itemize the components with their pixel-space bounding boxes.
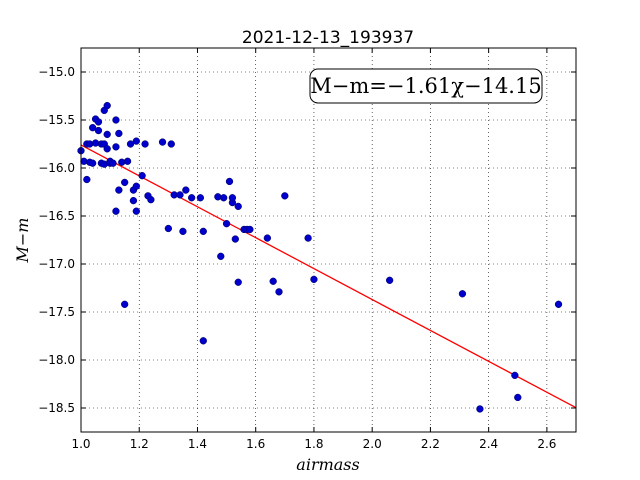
data-point <box>199 227 207 236</box>
y-tick-label: −17.5 <box>38 305 75 319</box>
data-point <box>275 288 283 296</box>
y-tick-label: −16.0 <box>38 161 75 175</box>
fit-line-group <box>80 144 577 409</box>
plot-area <box>81 48 576 432</box>
data-point <box>132 182 140 190</box>
data-point <box>83 175 91 184</box>
data-point <box>115 129 123 138</box>
y-tick-labels: −15.0 −15.5 −16.0 −16.5 −17.0 −17.5 −18.0 −18.5 <box>38 65 75 415</box>
data-point <box>187 194 196 202</box>
data-point <box>225 177 234 186</box>
data-point <box>182 186 190 194</box>
fit-line <box>80 144 577 409</box>
data-point <box>222 220 231 228</box>
data-point <box>88 124 97 132</box>
data-point <box>304 234 312 242</box>
x-tick-label: 2.4 <box>479 437 498 451</box>
data-point <box>158 138 167 146</box>
y-tick-label: −18.5 <box>38 401 75 415</box>
equation-box-frame <box>309 68 543 104</box>
data-point <box>121 178 129 187</box>
data-point <box>132 207 140 215</box>
x-axis-label: airmass <box>296 455 359 474</box>
x-tick-label: 2.6 <box>537 437 556 451</box>
chart-title: 2021-12-13_193937 <box>242 28 414 48</box>
data-point <box>458 290 467 298</box>
data-point <box>234 278 242 286</box>
data-point <box>179 227 187 236</box>
x-tick-label: 1.4 <box>188 437 207 451</box>
axis-ticks <box>80 48 576 432</box>
x-tick-label: 1.2 <box>130 437 149 451</box>
fit-equation: M−m=−1.61χ−14.15 <box>310 74 541 98</box>
y-tick-label: −16.5 <box>38 209 75 223</box>
data-point <box>103 101 111 110</box>
data-point <box>269 277 277 285</box>
data-point <box>129 196 138 205</box>
x-tick-label: 2.0 <box>363 437 382 451</box>
data-point <box>112 116 120 124</box>
x-tick-label: 1.8 <box>304 437 323 451</box>
data-point <box>476 405 484 413</box>
y-tick-label: −18.0 <box>38 353 75 367</box>
data-point <box>132 137 140 145</box>
x-tick-label: 1.6 <box>246 437 265 451</box>
data-point <box>176 191 184 199</box>
y-tick-label: −17.0 <box>38 257 75 271</box>
data-point <box>88 159 97 167</box>
y-tick-label: −15.5 <box>38 113 75 127</box>
data-point <box>263 234 272 242</box>
x-tick-labels: 1.0 1.2 1.4 1.6 1.8 2.0 2.2 2.4 2.6 <box>71 437 556 451</box>
data-point <box>115 186 123 194</box>
data-point <box>199 337 207 345</box>
data-point <box>217 252 225 260</box>
data-point <box>234 202 242 211</box>
data-point <box>511 371 519 380</box>
data-point <box>310 275 318 284</box>
data-point <box>281 192 289 200</box>
data-point <box>385 276 394 284</box>
data-point <box>228 194 237 202</box>
data-point <box>112 143 120 151</box>
data-point <box>123 157 132 165</box>
data-point <box>112 207 120 215</box>
data-point <box>141 140 149 148</box>
x-tick-label: 1.0 <box>71 437 90 451</box>
data-point <box>167 140 175 148</box>
data-point <box>109 159 117 167</box>
fit-equation-box: M−m=−1.61χ−14.15 <box>309 68 543 104</box>
data-point <box>138 172 146 180</box>
data-point <box>103 130 111 139</box>
data-point <box>94 126 103 135</box>
plot-frame <box>80 47 577 433</box>
data-point <box>126 140 135 148</box>
data-point <box>121 300 129 308</box>
data-point <box>103 145 111 153</box>
data-point <box>554 300 563 308</box>
x-tick-label: 2.2 <box>421 437 440 451</box>
data-point <box>514 393 522 402</box>
data-point <box>94 118 103 126</box>
scatter-points <box>77 101 563 413</box>
data-point <box>196 194 205 202</box>
data-point <box>147 196 155 204</box>
grid <box>80 48 576 432</box>
data-point <box>246 225 254 234</box>
y-tick-label: −15.0 <box>38 65 75 79</box>
y-axis-label: M−m <box>13 218 32 264</box>
data-point <box>220 194 228 202</box>
data-point <box>231 235 239 243</box>
data-point <box>164 224 173 233</box>
